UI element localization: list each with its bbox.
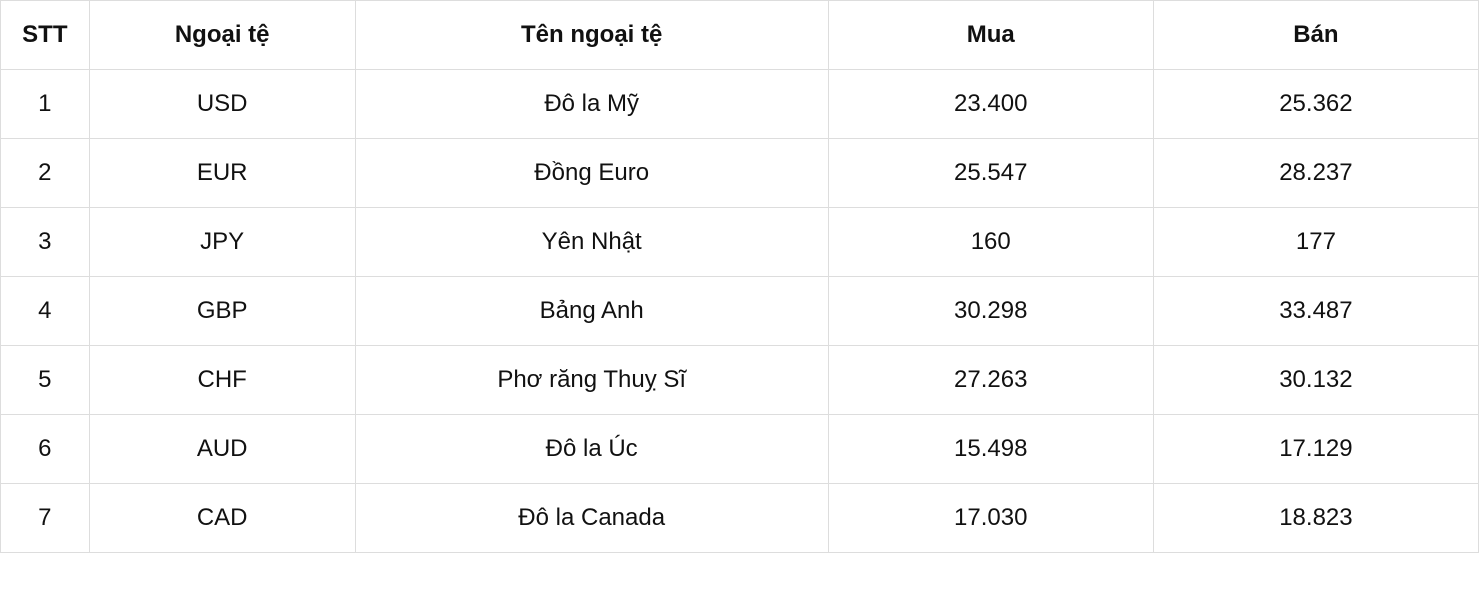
cell-code: CHF [89,346,355,415]
cell-sell: 177 [1153,208,1478,277]
cell-stt: 1 [1,70,90,139]
currency-exchange-table: STT Ngoại tệ Tên ngoại tệ Mua Bán 1 USD … [0,0,1479,553]
cell-sell: 17.129 [1153,415,1478,484]
cell-code: EUR [89,139,355,208]
cell-sell: 25.362 [1153,70,1478,139]
cell-stt: 2 [1,139,90,208]
cell-name: Đồng Euro [355,139,828,208]
header-stt: STT [1,1,90,70]
cell-buy: 27.263 [828,346,1153,415]
cell-stt: 6 [1,415,90,484]
table-header-row: STT Ngoại tệ Tên ngoại tệ Mua Bán [1,1,1479,70]
cell-code: AUD [89,415,355,484]
cell-name: Đô la Canada [355,484,828,553]
header-buy: Mua [828,1,1153,70]
cell-stt: 7 [1,484,90,553]
table-row: 5 CHF Phơ răng Thuỵ Sĩ 27.263 30.132 [1,346,1479,415]
cell-name: Bảng Anh [355,277,828,346]
table-row: 2 EUR Đồng Euro 25.547 28.237 [1,139,1479,208]
cell-buy: 30.298 [828,277,1153,346]
cell-stt: 5 [1,346,90,415]
cell-code: USD [89,70,355,139]
cell-stt: 4 [1,277,90,346]
cell-sell: 18.823 [1153,484,1478,553]
cell-buy: 23.400 [828,70,1153,139]
cell-buy: 15.498 [828,415,1153,484]
table-row: 7 CAD Đô la Canada 17.030 18.823 [1,484,1479,553]
cell-sell: 28.237 [1153,139,1478,208]
cell-sell: 33.487 [1153,277,1478,346]
cell-stt: 3 [1,208,90,277]
table-row: 3 JPY Yên Nhật 160 177 [1,208,1479,277]
table-row: 1 USD Đô la Mỹ 23.400 25.362 [1,70,1479,139]
cell-buy: 160 [828,208,1153,277]
table-row: 4 GBP Bảng Anh 30.298 33.487 [1,277,1479,346]
cell-code: JPY [89,208,355,277]
table-row: 6 AUD Đô la Úc 15.498 17.129 [1,415,1479,484]
header-name: Tên ngoại tệ [355,1,828,70]
table-header: STT Ngoại tệ Tên ngoại tệ Mua Bán [1,1,1479,70]
cell-sell: 30.132 [1153,346,1478,415]
cell-buy: 25.547 [828,139,1153,208]
cell-name: Phơ răng Thuỵ Sĩ [355,346,828,415]
cell-buy: 17.030 [828,484,1153,553]
header-sell: Bán [1153,1,1478,70]
cell-code: CAD [89,484,355,553]
table-body: 1 USD Đô la Mỹ 23.400 25.362 2 EUR Đồng … [1,70,1479,553]
cell-name: Yên Nhật [355,208,828,277]
header-code: Ngoại tệ [89,1,355,70]
cell-name: Đô la Úc [355,415,828,484]
cell-name: Đô la Mỹ [355,70,828,139]
cell-code: GBP [89,277,355,346]
